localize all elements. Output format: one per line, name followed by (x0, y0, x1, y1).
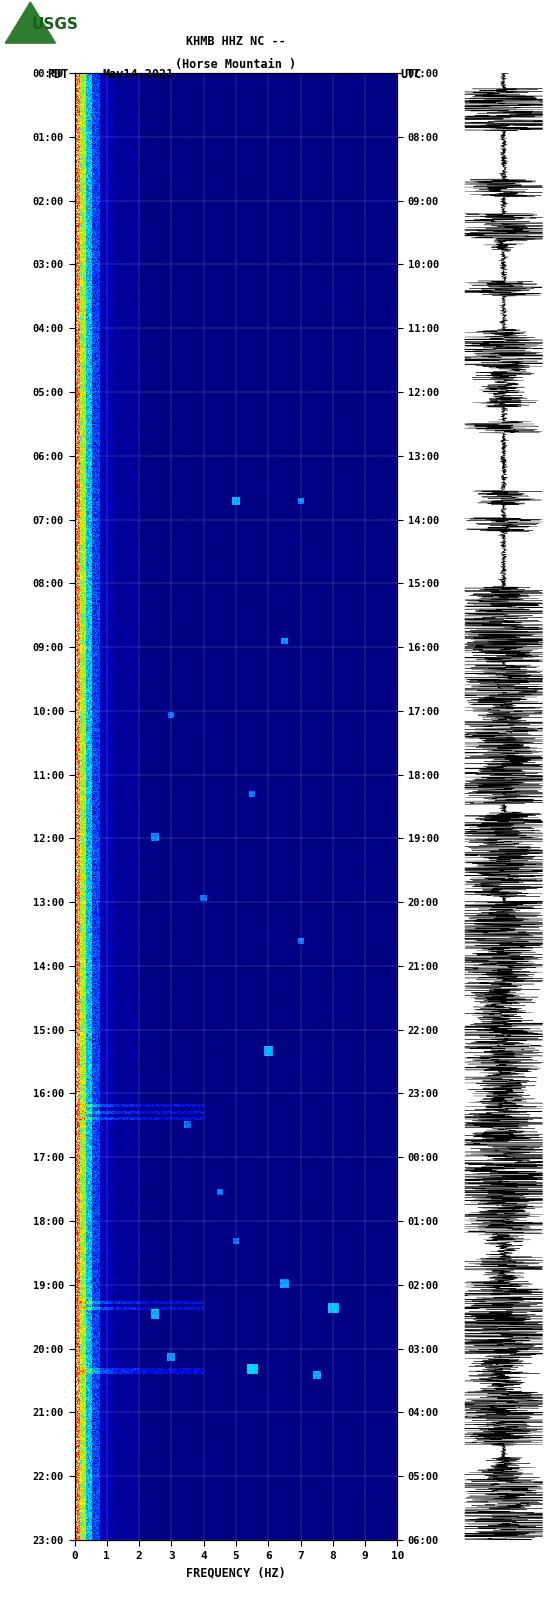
Text: PDT: PDT (47, 68, 69, 81)
Text: (Horse Mountain ): (Horse Mountain ) (176, 58, 296, 71)
X-axis label: FREQUENCY (HZ): FREQUENCY (HZ) (186, 1566, 286, 1579)
Polygon shape (6, 2, 55, 44)
Text: USGS: USGS (31, 18, 78, 32)
Text: May14,2021: May14,2021 (102, 68, 173, 81)
Text: UTC: UTC (400, 68, 422, 81)
Text: KHMB HHZ NC --: KHMB HHZ NC -- (186, 35, 286, 48)
